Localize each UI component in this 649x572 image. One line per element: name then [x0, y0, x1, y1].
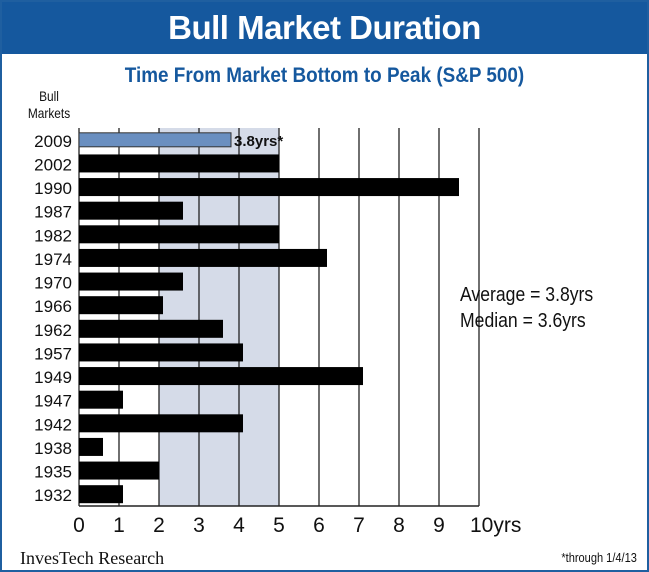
y-tick-label: 1987	[34, 203, 72, 222]
x-tick-label: 7	[353, 514, 365, 537]
y-tick-label: 1947	[34, 392, 72, 411]
median-annotation: Median = 3.6yrs	[460, 310, 586, 332]
y-tick-label: 1938	[34, 439, 72, 458]
y-tick-label: 2002	[34, 155, 72, 174]
highlight-data-label: 3.8yrs*	[234, 133, 283, 150]
bar-1966	[79, 296, 163, 315]
bar-1932	[79, 485, 123, 504]
x-tick-label: 5	[273, 514, 285, 537]
chart-title: Bull Market Duration	[2, 2, 647, 54]
x-tick-label: 10yrs	[470, 514, 521, 537]
bar-1990	[79, 178, 459, 197]
x-tick-label: 9	[433, 514, 445, 537]
x-tick-label: 8	[393, 514, 405, 537]
bar-1949	[79, 367, 363, 386]
bar-1942	[79, 414, 243, 433]
y-tick-label: 1966	[34, 297, 72, 316]
y-tick-label: 1949	[34, 368, 72, 387]
x-tick-label: 2	[153, 514, 165, 537]
source-label: InvesTech Research	[20, 548, 165, 568]
bar-1938	[79, 437, 103, 456]
y-tick-label: 1974	[34, 250, 72, 269]
y-tick-label: 1982	[34, 226, 72, 245]
x-tick-label: 3	[193, 514, 205, 537]
bar-2002	[79, 154, 279, 173]
bar-1974	[79, 248, 327, 267]
y-tick-label: 1935	[34, 463, 72, 482]
footnote: *through 1/4/13	[561, 550, 637, 565]
x-tick-label: 1	[113, 514, 125, 537]
x-tick-label: 4	[233, 514, 245, 537]
y-tick-label: 2009	[34, 132, 72, 151]
y-tick-label: 1990	[34, 179, 72, 198]
chart-subtitle: Time From Market Bottom to Peak (S&P 500…	[124, 64, 525, 87]
y-tick-label: 1942	[34, 415, 72, 434]
bar-1947	[79, 390, 123, 409]
bar-1982	[79, 225, 279, 244]
x-tick-label: 6	[313, 514, 325, 537]
y-tick-label: 1970	[34, 274, 72, 293]
bar-2009	[78, 132, 232, 148]
bar-1987	[79, 201, 183, 220]
bar-1957	[79, 343, 243, 362]
x-tick-label: 0	[73, 514, 85, 537]
y-tick-label: 1932	[34, 486, 72, 505]
average-annotation: Average = 3.8yrs	[460, 284, 594, 306]
bar-1962	[79, 319, 223, 338]
y-tick-label: 1962	[34, 321, 72, 340]
y-axis-label: Bull Markets	[27, 88, 71, 121]
y-tick-label: 1957	[34, 344, 72, 363]
bar-1935	[79, 461, 159, 480]
bar-1970	[79, 272, 183, 291]
